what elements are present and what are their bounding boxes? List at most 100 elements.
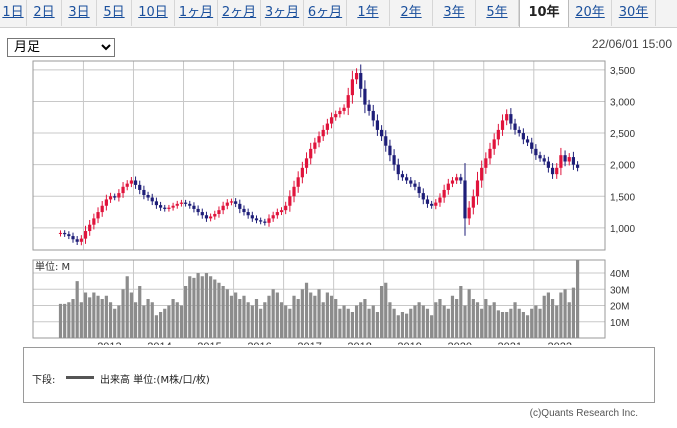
volume-bar (405, 313, 409, 338)
tab-2[interactable]: 3日 (62, 0, 97, 26)
tab-11[interactable]: 3年 (433, 0, 476, 26)
candle-body (500, 120, 505, 130)
candle-body (434, 202, 438, 206)
candle-body (267, 218, 271, 223)
volume-bar (225, 289, 229, 338)
volume-bar (284, 305, 288, 338)
tab-12[interactable]: 5年 (476, 0, 519, 26)
volume-tick-label: 40M (610, 269, 629, 280)
candle-body (313, 142, 317, 149)
tab-9[interactable]: 1年 (347, 0, 390, 26)
volume-bar (75, 281, 79, 338)
volume-bar (425, 308, 430, 338)
volume-bar (275, 292, 279, 338)
candle-body (271, 215, 275, 219)
volume-bar (550, 299, 555, 338)
volume-bar (96, 295, 100, 338)
volume-bar (238, 299, 242, 338)
candle-body (354, 73, 359, 80)
tab-14[interactable]: 20年 (569, 0, 612, 26)
candle-body (63, 232, 67, 235)
volume-bar (542, 295, 546, 338)
volume-bar (492, 302, 496, 338)
candle-body (525, 139, 530, 143)
tab-5[interactable]: 1ヶ月 (175, 0, 218, 26)
candle-body (142, 189, 146, 196)
candle-body (75, 239, 79, 242)
volume-bar (484, 299, 488, 338)
tab-1[interactable]: 2日 (27, 0, 62, 26)
volume-bar (88, 297, 92, 338)
tab-6[interactable]: 2ヶ月 (218, 0, 261, 26)
candle-body (158, 205, 163, 208)
candle-body (242, 208, 246, 213)
year-tick-label: 2020 (447, 341, 471, 345)
candle-body (133, 180, 138, 185)
candle-body (455, 177, 459, 181)
candle-body (221, 205, 225, 211)
volume-bar (121, 289, 125, 338)
candle-body (196, 208, 200, 213)
price-tick-label: 1,000 (610, 224, 635, 235)
candle-body (400, 174, 405, 178)
tab-13[interactable]: 10年 (519, 0, 569, 27)
candle-interval-select[interactable]: 月足 (7, 38, 115, 57)
candle-body (413, 183, 417, 187)
volume-bar (309, 292, 313, 338)
volume-bar (338, 308, 342, 338)
volume-bar (63, 303, 67, 338)
candle-body (450, 180, 455, 184)
volume-bar (505, 312, 509, 338)
candle-body (409, 180, 413, 184)
volume-bar (417, 302, 421, 338)
candle-body (550, 167, 555, 175)
candle-body (484, 158, 488, 168)
volume-bar (438, 299, 442, 338)
volume-bar (388, 302, 392, 338)
candle-body (296, 177, 300, 187)
volume-bar (163, 308, 167, 338)
price-tick-label: 1,500 (610, 192, 635, 203)
candle-body (379, 129, 384, 137)
tab-8[interactable]: 6ヶ月 (304, 0, 347, 26)
volume-bar (317, 289, 321, 338)
volume-bar (129, 292, 133, 338)
volume-bar (367, 308, 371, 338)
candle-body (371, 110, 375, 121)
tab-3[interactable]: 5日 (97, 0, 132, 26)
volume-bar (555, 305, 559, 338)
volume-bar (359, 302, 363, 338)
volume-bar (171, 299, 175, 338)
legend-prefix: 下段: (32, 375, 56, 386)
candle-body (209, 216, 213, 219)
candle-body (188, 203, 192, 206)
candle-body (392, 155, 396, 165)
tab-0[interactable]: 1日 (0, 0, 27, 26)
volume-bar (213, 279, 217, 338)
candle-body (250, 215, 254, 219)
tab-7[interactable]: 3ヶ月 (261, 0, 304, 26)
volume-bar (513, 302, 517, 338)
volume-bar (146, 299, 150, 338)
tab-10[interactable]: 2年 (390, 0, 433, 26)
year-tick-label: 2021 (498, 341, 522, 345)
volume-bar (138, 286, 142, 338)
volume-bar (471, 299, 475, 338)
tab-15[interactable]: 30年 (612, 0, 656, 26)
candle-body (363, 88, 367, 105)
year-tick-label: 2017 (297, 341, 321, 345)
volume-bar (459, 286, 463, 338)
candle-body (150, 197, 154, 202)
candle-body (421, 193, 425, 200)
price-panel-frame (32, 60, 606, 251)
year-tick-label: 2013 (97, 341, 121, 345)
candle-body (96, 212, 100, 219)
volume-bar (488, 305, 492, 338)
candle-body (83, 231, 88, 239)
tab-4[interactable]: 10日 (132, 0, 175, 26)
volume-tick-label: 20M (610, 302, 629, 313)
volume-bar (329, 295, 334, 338)
candle-body (179, 202, 184, 204)
volume-bar (430, 315, 434, 338)
volume-bar (246, 302, 250, 338)
